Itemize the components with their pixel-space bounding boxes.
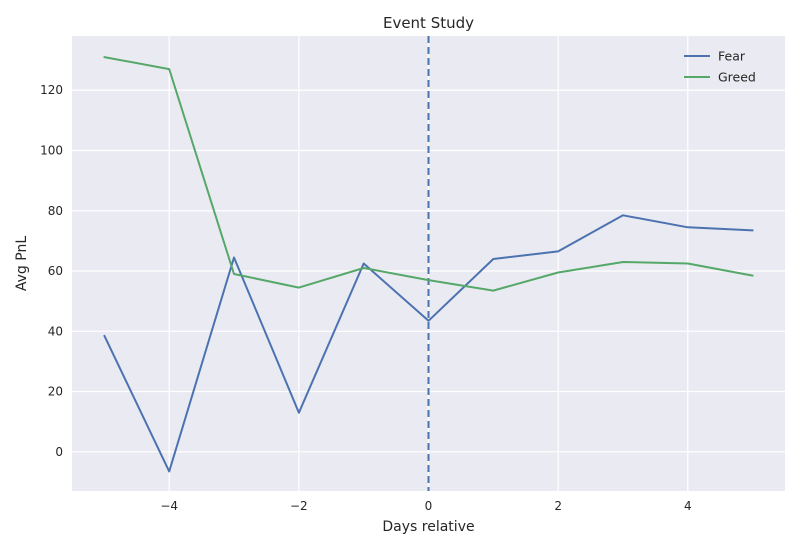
- y-tick-label: 60: [48, 264, 63, 278]
- legend-label-fear: Fear: [718, 49, 746, 64]
- y-tick-label: 20: [48, 385, 63, 399]
- series-lines: [103, 56, 754, 473]
- x-tick-labels: −4 −2 0 2 4: [160, 499, 691, 513]
- y-tick-label: 0: [55, 445, 63, 459]
- x-tick-label: −2: [290, 499, 308, 513]
- y-tick-label: 40: [48, 324, 63, 338]
- chart-title: Event Study: [383, 14, 474, 32]
- x-tick-label: 0: [425, 499, 433, 513]
- series-line-fear: [103, 214, 754, 473]
- series-line-greed: [103, 56, 754, 292]
- y-tick-label: 120: [40, 83, 63, 97]
- legend: Fear Greed: [684, 49, 756, 85]
- y-tick-label: 100: [40, 144, 63, 158]
- y-axis-label: Avg PnL: [14, 236, 30, 291]
- y-tick-labels: 0 20 40 60 80 100 120: [40, 83, 63, 459]
- y-tick-label: 80: [48, 204, 63, 218]
- x-tick-label: 2: [554, 499, 562, 513]
- legend-label-greed: Greed: [718, 70, 756, 85]
- x-tick-label: 4: [684, 499, 692, 513]
- x-tick-label: −4: [160, 499, 178, 513]
- x-axis-label: Days relative: [382, 519, 474, 535]
